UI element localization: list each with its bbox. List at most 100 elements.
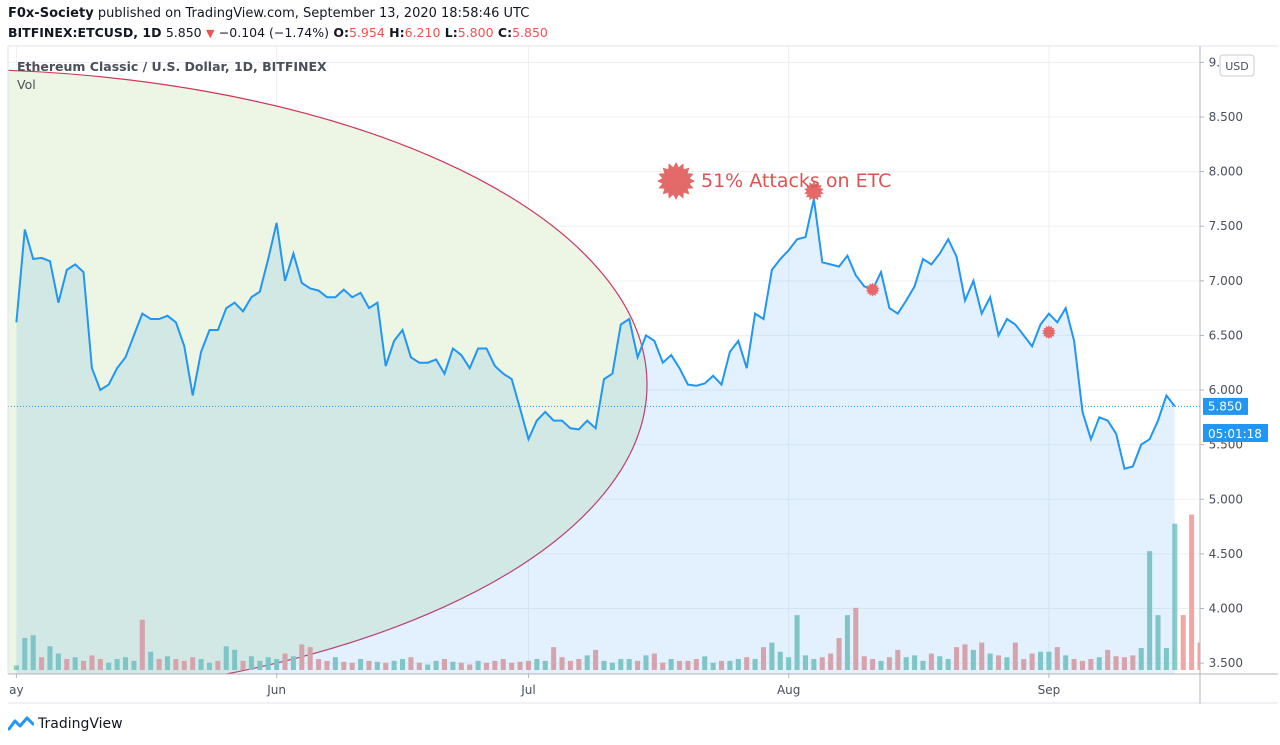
volume-bar: [727, 660, 733, 670]
volume-bar: [870, 659, 876, 670]
countdown-text: 05:01:18: [1208, 427, 1262, 441]
price-scale[interactable]: 9.0008.5008.0007.5007.0006.5006.0005.500…: [1200, 55, 1243, 670]
volume-bar: [123, 657, 129, 670]
volume-bar: [744, 657, 750, 670]
volume-bar: [802, 655, 808, 670]
volume-bar: [525, 660, 531, 670]
volume-bar: [1113, 656, 1119, 670]
volume-bar: [89, 655, 95, 670]
volume-bar: [769, 642, 775, 670]
volume-bar: [416, 662, 422, 670]
volume-bar: [1105, 649, 1111, 670]
volume-bar: [609, 662, 615, 670]
volume-bar: [450, 661, 456, 670]
volume-bar: [139, 619, 145, 670]
volume-bar: [290, 656, 296, 670]
y-tick-label: 7.500: [1209, 219, 1243, 233]
volume-bar: [248, 656, 254, 670]
time-scale[interactable]: ayJunJulAugSepOctNovDec2021Feb: [9, 674, 1280, 697]
volume-bar: [811, 659, 817, 670]
tradingview-icon: [8, 716, 34, 731]
volume-bar: [1071, 659, 1077, 670]
attack-star-marker: [865, 282, 880, 297]
volume-bar: [349, 662, 355, 670]
volume-bar: [685, 660, 691, 670]
volume-bar: [400, 659, 406, 670]
countdown-badge: 05:01:18: [1203, 424, 1268, 442]
annotation-text: 51% Attacks on ETC: [701, 170, 891, 192]
volume-bar: [819, 657, 825, 670]
legend-vol: Vol: [17, 77, 36, 92]
volume-bar: [551, 647, 557, 670]
published-text: published on TradingView.com, September …: [97, 6, 530, 21]
volume-bar: [945, 659, 951, 670]
low-value: 5.800: [457, 25, 494, 40]
volume-bar: [509, 662, 515, 670]
x-tick-label: ay: [9, 683, 23, 697]
currency-button[interactable]: USD: [1219, 54, 1255, 77]
volume-bar: [1063, 655, 1069, 670]
tradingview-logo[interactable]: TradingView: [8, 715, 123, 733]
price-line[interactable]: [15, 198, 1176, 470]
volume-bar: [483, 662, 489, 670]
volume-bar: [534, 659, 540, 670]
volume-bar: [1079, 660, 1085, 670]
brand-text: TradingView: [38, 716, 123, 732]
x-tick-label: Jun: [266, 683, 286, 697]
attack-star-marker: [804, 181, 824, 202]
close-value: 5.850: [512, 25, 548, 40]
legend-title: Ethereum Classic / U.S. Dollar, 1D, BITF…: [17, 59, 327, 74]
volume-bar: [131, 660, 137, 670]
volume-bar: [937, 656, 943, 670]
symbol-label: BITFINEX:ETCUSD, 1D: [8, 25, 162, 40]
volume-bar: [1012, 642, 1018, 670]
x-tick-label: Jul: [520, 683, 535, 697]
volume-bar: [878, 660, 884, 670]
volume-bar: [374, 661, 380, 670]
volume-bar: [584, 655, 590, 670]
volume-bar: [47, 646, 53, 670]
volume-bar: [794, 615, 800, 670]
ohlc-line: BITFINEX:ETCUSD, 1D 5.850 ▼ −0.104 (−1.7…: [8, 25, 548, 40]
volume-bar: [1163, 648, 1169, 670]
volume-bar: [517, 661, 523, 670]
volume-bar: [358, 659, 364, 670]
volume-bars: [13, 514, 1200, 670]
volume-bar: [475, 660, 481, 670]
last-price: 5.850: [165, 25, 202, 40]
volume-bar: [106, 662, 112, 670]
low-label: L:: [444, 25, 458, 40]
price-area: [16, 198, 1175, 674]
volume-bar: [282, 653, 288, 670]
volume-bar: [853, 607, 859, 670]
volume-bar: [651, 653, 657, 670]
volume-bar: [39, 657, 45, 670]
volume-bar: [425, 664, 431, 670]
annotation[interactable]: 51% Attacks on ETC: [657, 162, 891, 200]
author-name[interactable]: F0x-Society: [8, 6, 94, 21]
y-tick-label: 6.500: [1209, 328, 1243, 342]
volume-bar: [912, 655, 918, 670]
volume-bar: [702, 656, 708, 670]
volume-bar: [1088, 659, 1094, 670]
volume-bar: [274, 659, 280, 670]
volume-bar: [22, 638, 28, 670]
volume-bar: [30, 635, 36, 670]
volume-bar: [114, 659, 120, 670]
x-tick-label: Aug: [777, 683, 800, 697]
volume-bar: [1180, 615, 1186, 670]
open-value: 5.954: [348, 25, 385, 40]
y-tick-label: 8.500: [1209, 110, 1243, 124]
highlight-ellipse[interactable]: [0, 69, 648, 700]
down-arrow-icon: ▼: [206, 27, 215, 40]
volume-bar: [215, 660, 221, 670]
volume-bar: [710, 662, 716, 670]
volume-bar: [181, 660, 187, 670]
attack-markers: [804, 181, 1056, 340]
volume-bar: [458, 662, 464, 670]
volume-bar: [408, 657, 414, 670]
volume-bar: [996, 655, 1002, 670]
high-label: H:: [389, 25, 405, 40]
volume-bar: [735, 659, 741, 670]
